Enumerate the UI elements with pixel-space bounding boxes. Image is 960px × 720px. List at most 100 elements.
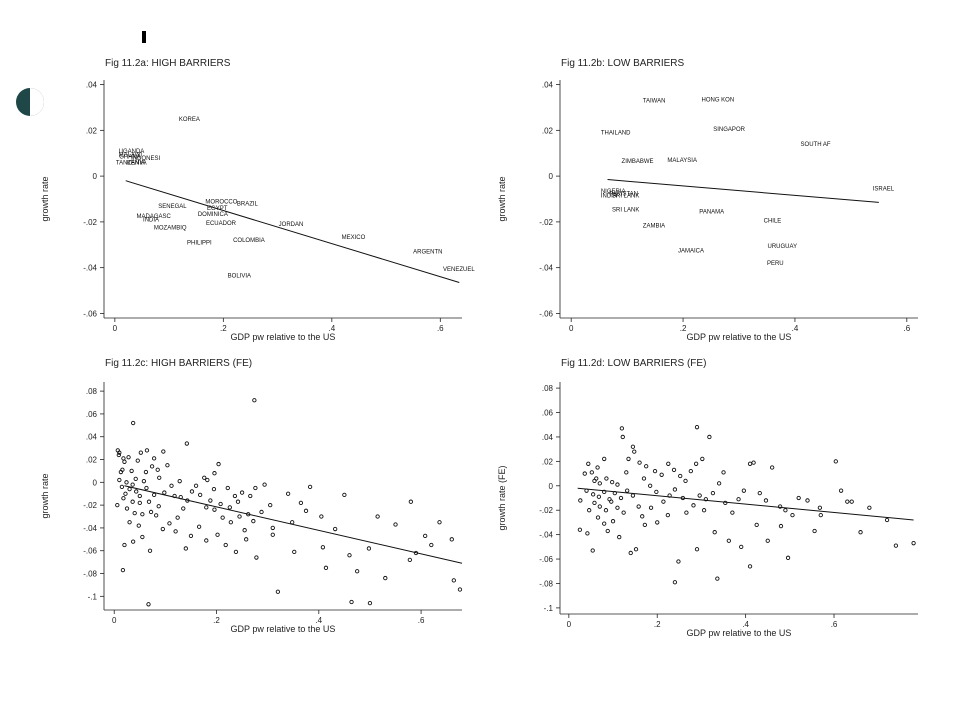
data-point [307, 484, 313, 490]
data-point [225, 485, 230, 491]
point-label: PANAMA [699, 210, 724, 216]
data-point [423, 533, 428, 539]
data-point [592, 500, 597, 506]
point-label: PAKISTAN [609, 191, 638, 197]
data-point [155, 467, 160, 472]
data-point [747, 461, 753, 466]
data-point [143, 469, 149, 475]
y-axis-label: growth rate [40, 176, 50, 221]
y-tick-label: .06 [542, 409, 554, 418]
data-point [585, 531, 590, 536]
x-tick-label: .2 [213, 616, 220, 625]
data-point [838, 488, 844, 493]
data-point [602, 489, 607, 495]
point-label: ARGENTN [413, 250, 442, 256]
data-point [590, 492, 596, 497]
y-tick-label: 0 [93, 172, 98, 181]
y-tick-label: .04 [542, 81, 554, 90]
chart-panel-2: Fig 11.2b: LOW BARRIERS .04 .02 0 -.02 -.04 -.… [497, 58, 918, 342]
data-point [694, 425, 700, 430]
point-label: BRAZIL [237, 202, 259, 208]
data-point [630, 444, 636, 449]
point-label: CHILE [764, 219, 782, 225]
data-point [275, 589, 281, 594]
y-tick-label: .08 [542, 384, 554, 393]
data-point [596, 494, 602, 499]
data-point [805, 498, 810, 503]
data-point [858, 530, 863, 535]
x-tick-label: .2 [680, 324, 687, 333]
data-point [765, 538, 770, 543]
point-label: UGANDA [119, 149, 145, 155]
data-point [119, 484, 125, 490]
data-point [586, 461, 591, 466]
data-point [193, 483, 199, 488]
data-point [602, 456, 607, 462]
data-point [582, 471, 587, 476]
data-point [449, 537, 454, 542]
y-tick-label: .02 [86, 126, 98, 135]
data-point [630, 493, 636, 498]
data-point [122, 459, 127, 464]
point-label: URUGUAY [768, 244, 798, 250]
data-point [205, 477, 210, 483]
data-point [619, 426, 625, 431]
slide-top-mark [142, 31, 146, 43]
y-axis-label: growth rate [40, 473, 50, 518]
data-point [244, 537, 249, 542]
data-point [621, 510, 626, 515]
data-point [655, 520, 660, 525]
data-point [796, 495, 801, 501]
data-point [292, 549, 297, 555]
data-point [116, 452, 121, 458]
data-point [290, 520, 295, 525]
data-point [165, 463, 170, 468]
data-point [710, 490, 716, 496]
data-point [129, 468, 134, 474]
data-point [141, 479, 147, 484]
data-point [577, 527, 583, 532]
y-tick-label: .04 [86, 81, 98, 90]
data-point [672, 487, 678, 492]
point-label: PHILIPPI [187, 240, 212, 246]
data-point [736, 497, 741, 502]
data-point [135, 458, 140, 463]
point-label: ECUADOR [206, 221, 237, 227]
data-point [628, 550, 633, 556]
data-point [624, 470, 629, 475]
data-point [349, 599, 354, 605]
x-tick-label: .4 [792, 324, 799, 333]
data-point [137, 500, 142, 505]
data-point [783, 508, 788, 513]
data-point [833, 459, 838, 464]
y-tick-label: .02 [542, 126, 554, 135]
data-point [451, 578, 456, 583]
data-point [610, 519, 616, 524]
data-point [251, 518, 256, 524]
data-point [769, 465, 775, 470]
point-label: INDIA [143, 218, 159, 224]
data-point [671, 467, 677, 473]
data-point [127, 520, 132, 525]
data-point [716, 481, 722, 486]
data-point [642, 522, 648, 528]
y-tick-label: 0 [93, 478, 98, 487]
data-point [144, 448, 150, 453]
y-tick-label: -.08 [83, 570, 97, 579]
point-label: TAIWAN [643, 99, 666, 105]
data-point [644, 464, 649, 469]
data-point [604, 476, 609, 481]
data-point [723, 500, 728, 506]
data-point [867, 505, 872, 510]
x-axis-label: GDP pw relative to the US [687, 628, 792, 638]
data-point [730, 510, 735, 515]
data-point [211, 487, 217, 492]
data-point [648, 483, 653, 488]
data-point [132, 510, 137, 516]
data-point [254, 555, 259, 560]
data-point [703, 497, 709, 502]
data-point [589, 470, 594, 475]
data-point [242, 528, 247, 533]
data-point [694, 547, 700, 552]
y-tick-label: -.04 [83, 264, 97, 273]
